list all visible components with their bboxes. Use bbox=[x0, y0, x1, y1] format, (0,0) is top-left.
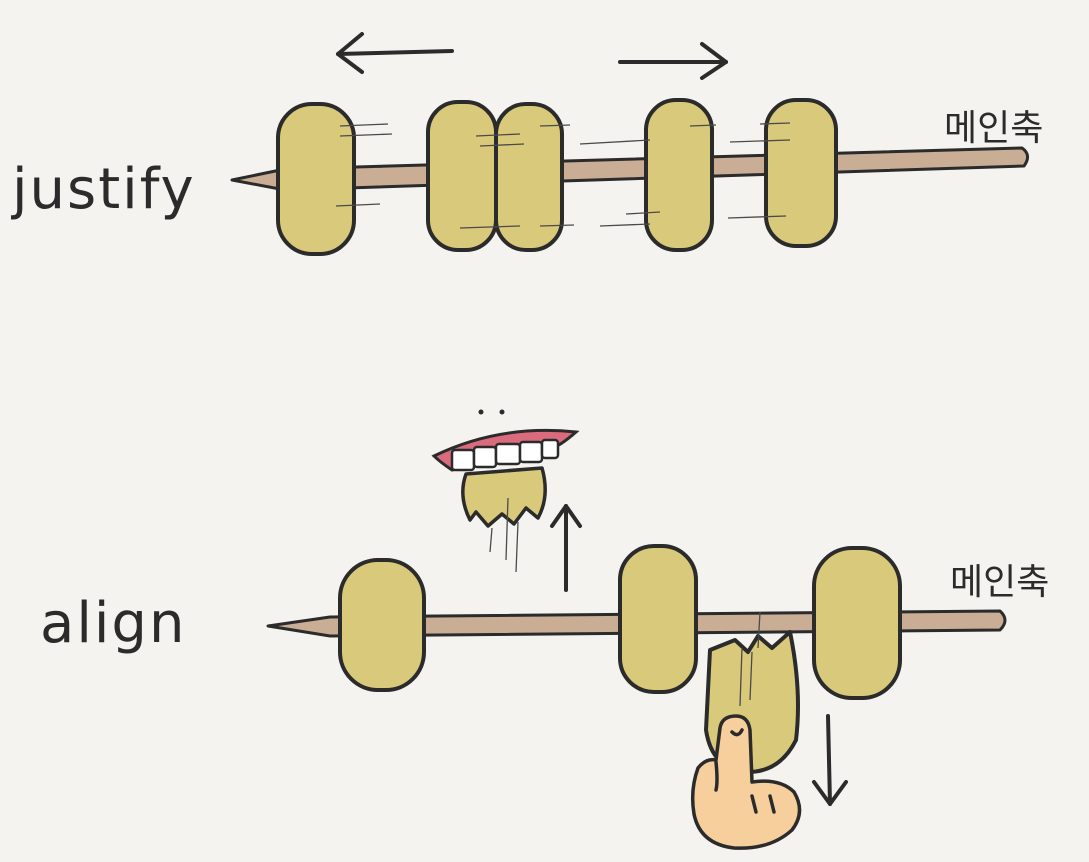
arrow-up-icon bbox=[550, 504, 582, 592]
align-section: align bbox=[40, 409, 1049, 850]
align-rice-cake bbox=[338, 558, 426, 692]
justify-section: justify bbox=[10, 32, 1043, 256]
align-rice-cake bbox=[812, 546, 902, 700]
align-down-motion-lines bbox=[739, 611, 761, 707]
justify-rice-cake bbox=[764, 98, 838, 248]
justify-rice-cake bbox=[276, 102, 356, 256]
justify-rice-cake bbox=[644, 98, 714, 252]
align-up-motion-lines bbox=[489, 497, 519, 573]
arrow-right-icon bbox=[618, 42, 728, 80]
align-rice-cake bbox=[618, 544, 698, 694]
align-label: align bbox=[40, 591, 186, 656]
bitten-rice-cake bbox=[461, 466, 547, 528]
arrow-left-icon bbox=[336, 32, 454, 74]
justify-rice-cake bbox=[494, 102, 564, 252]
align-axis-label: 메인축 bbox=[950, 562, 1049, 603]
justify-label: justify bbox=[10, 157, 196, 222]
arrow-down-icon bbox=[812, 714, 848, 806]
mouth-icon bbox=[431, 409, 580, 528]
justify-motion-lines bbox=[335, 122, 791, 229]
justify-axis-label: 메인축 bbox=[944, 108, 1043, 149]
hand-icon bbox=[690, 714, 802, 850]
